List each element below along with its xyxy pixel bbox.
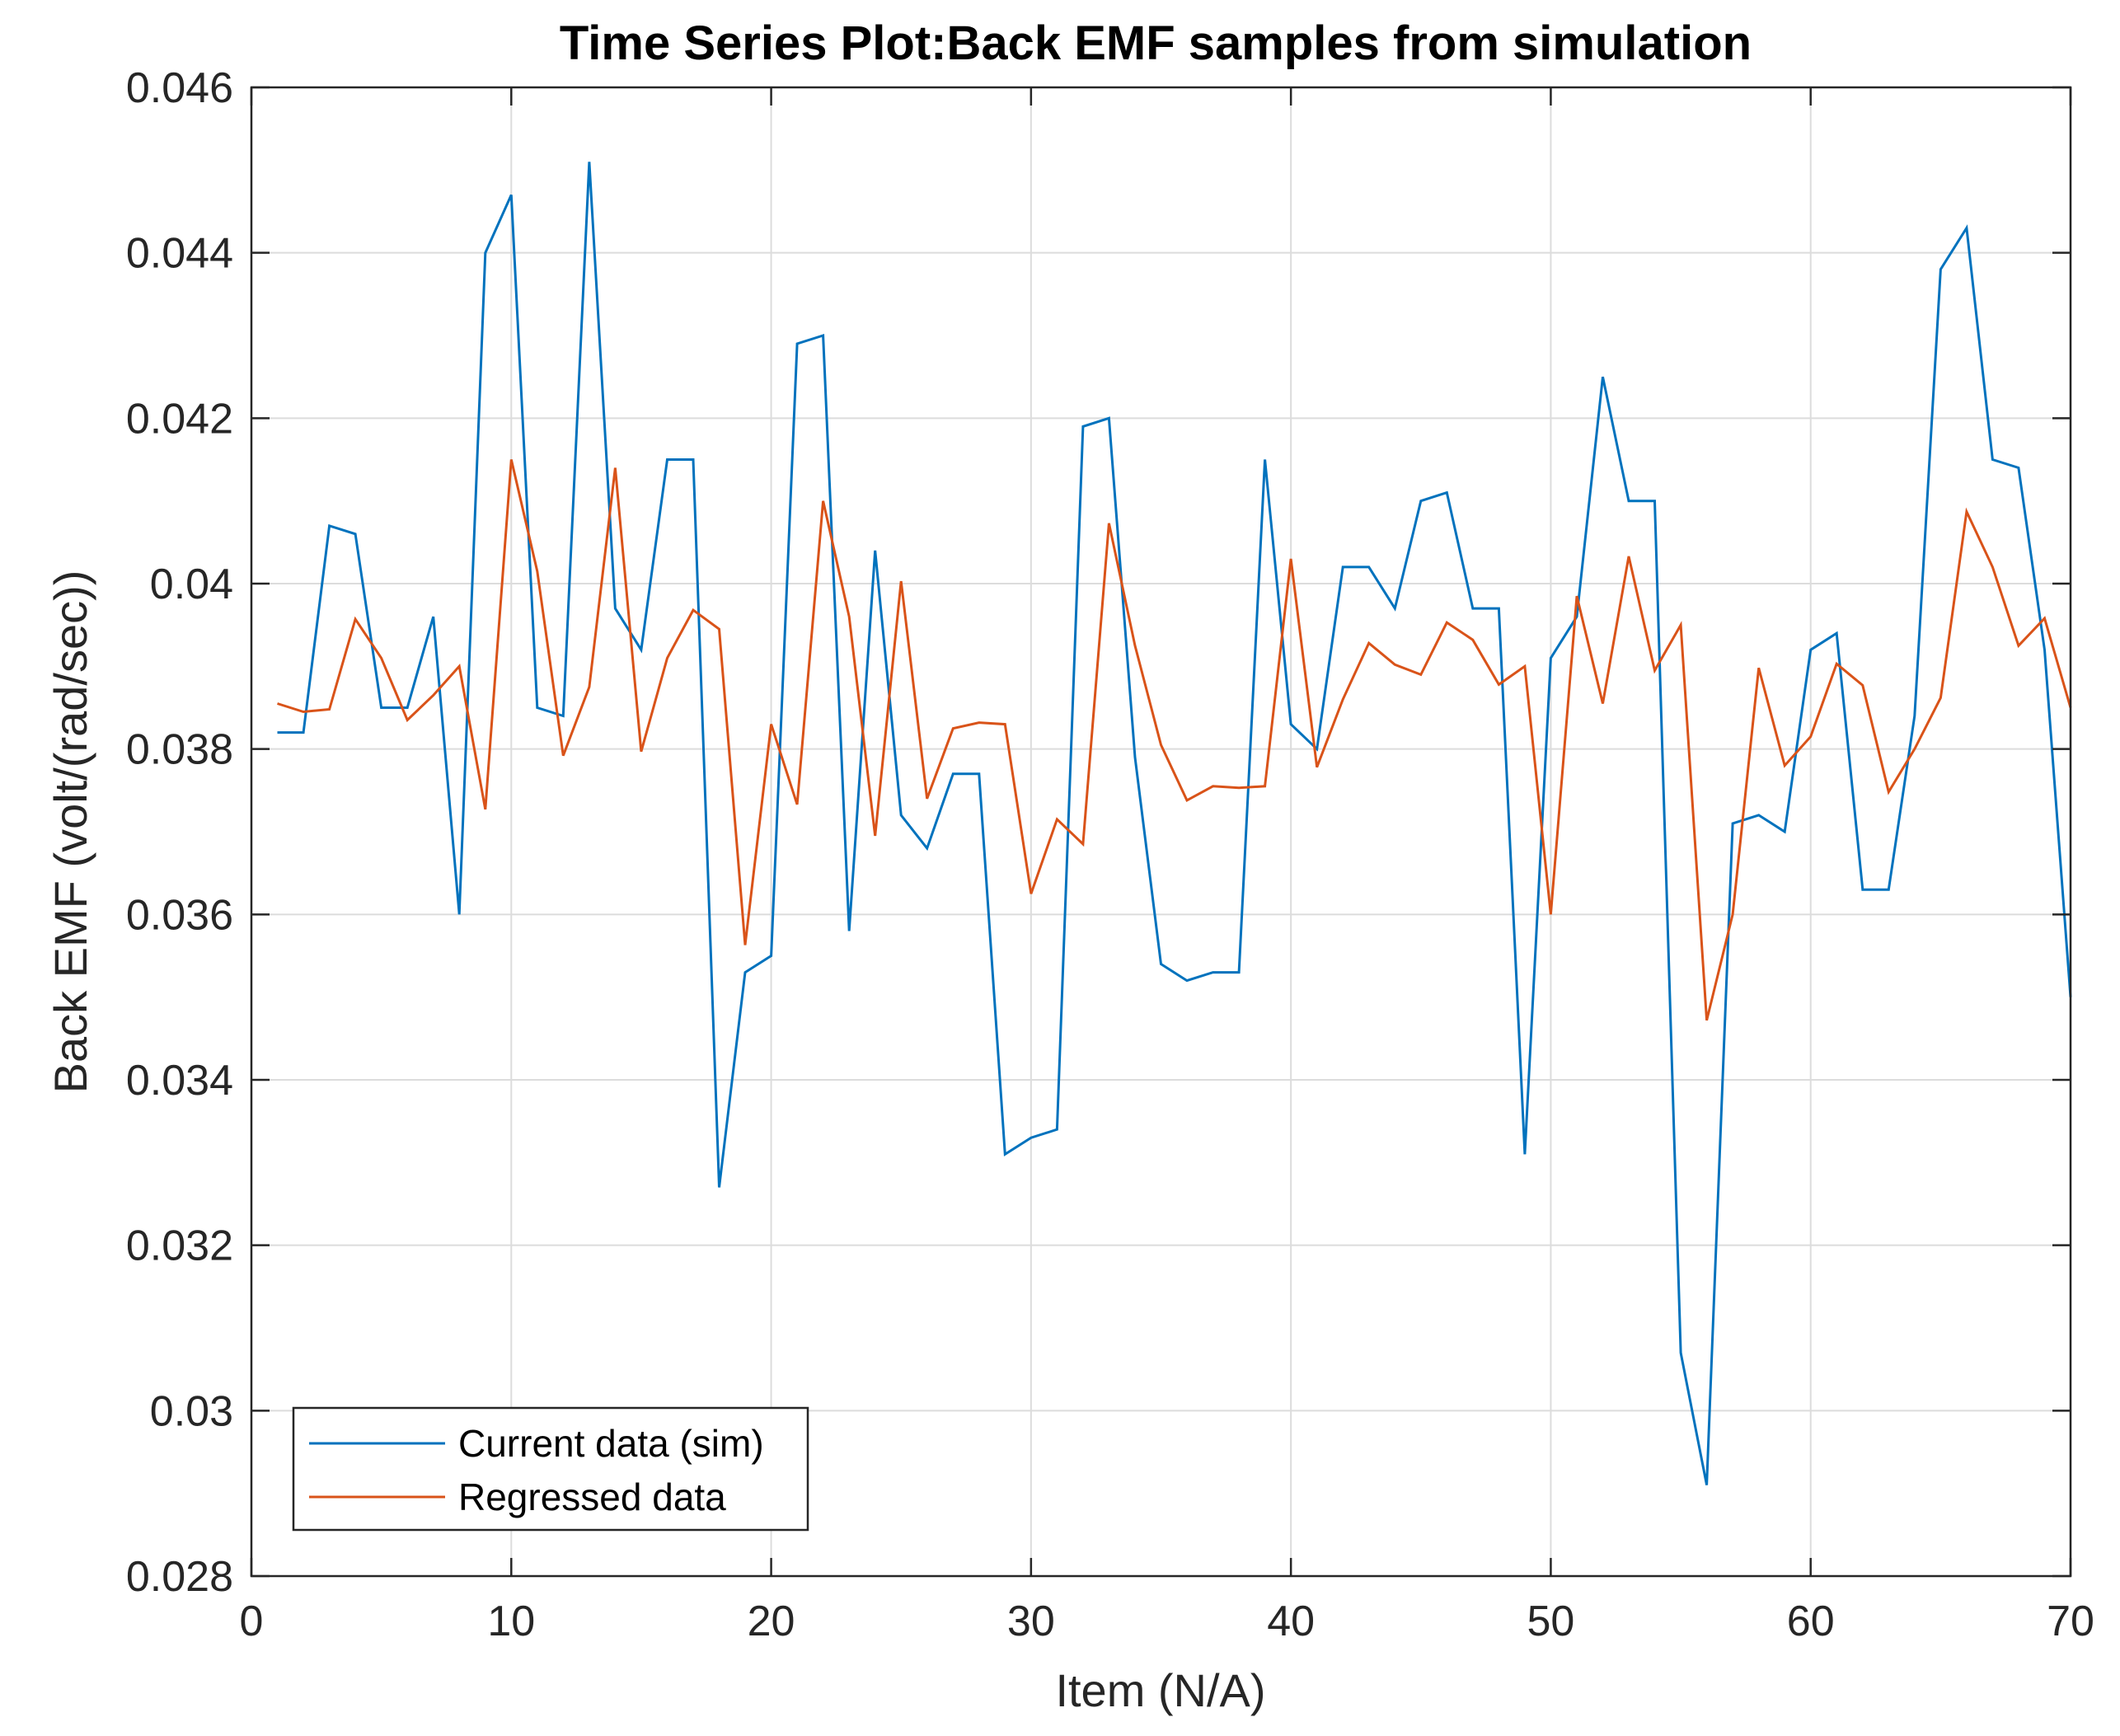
x-tick-label: 60 (1787, 1598, 1835, 1645)
x-tick-label: 30 (1007, 1598, 1055, 1645)
x-tick-label: 50 (1527, 1598, 1575, 1645)
x-tick-label: 0 (240, 1598, 264, 1645)
x-tick-label: 40 (1267, 1598, 1315, 1645)
y-tick-label: 0.036 (126, 891, 233, 939)
series-line-current-data (277, 162, 2072, 1485)
series-layer (277, 162, 2072, 1485)
y-tick-label: 0.03 (150, 1387, 233, 1435)
series-line-regressed-data (277, 459, 2072, 1021)
y-tick-label: 0.032 (126, 1222, 233, 1270)
chart-title: Time Series Plot:Back EMF samples from s… (560, 16, 1752, 70)
axis-ticks: 0 10 20 30 40 50 60 70 0.028 0.03 0.032 0.034 0.036 0… (126, 64, 2094, 1645)
legend: Current data (sim) Regressed data (292, 1406, 809, 1532)
x-tick-label: 70 (2047, 1598, 2094, 1645)
legend-label-regressed: Regressed data (458, 1476, 726, 1518)
grid (251, 87, 2071, 1576)
x-tick-label: 10 (487, 1598, 535, 1645)
y-tick-label: 0.034 (126, 1057, 233, 1105)
x-tick-label: 20 (748, 1598, 795, 1645)
axes-box (250, 86, 2072, 1578)
legend-box (292, 1406, 809, 1532)
y-tick-label: 0.04 (150, 561, 233, 608)
y-tick-label: 0.028 (126, 1553, 233, 1601)
y-tick-label: 0.042 (126, 395, 233, 443)
plot-area (251, 87, 2071, 1576)
y-axis-label: Back EMF (volt/(rad/sec)) (45, 570, 96, 1094)
x-axis-label: Item (N/A) (1055, 1664, 1265, 1716)
y-tick-label: 0.046 (126, 64, 233, 112)
y-tick-label: 0.038 (126, 726, 233, 774)
legend-label-current: Current data (sim) (458, 1422, 764, 1465)
y-tick-label: 0.044 (126, 230, 233, 278)
